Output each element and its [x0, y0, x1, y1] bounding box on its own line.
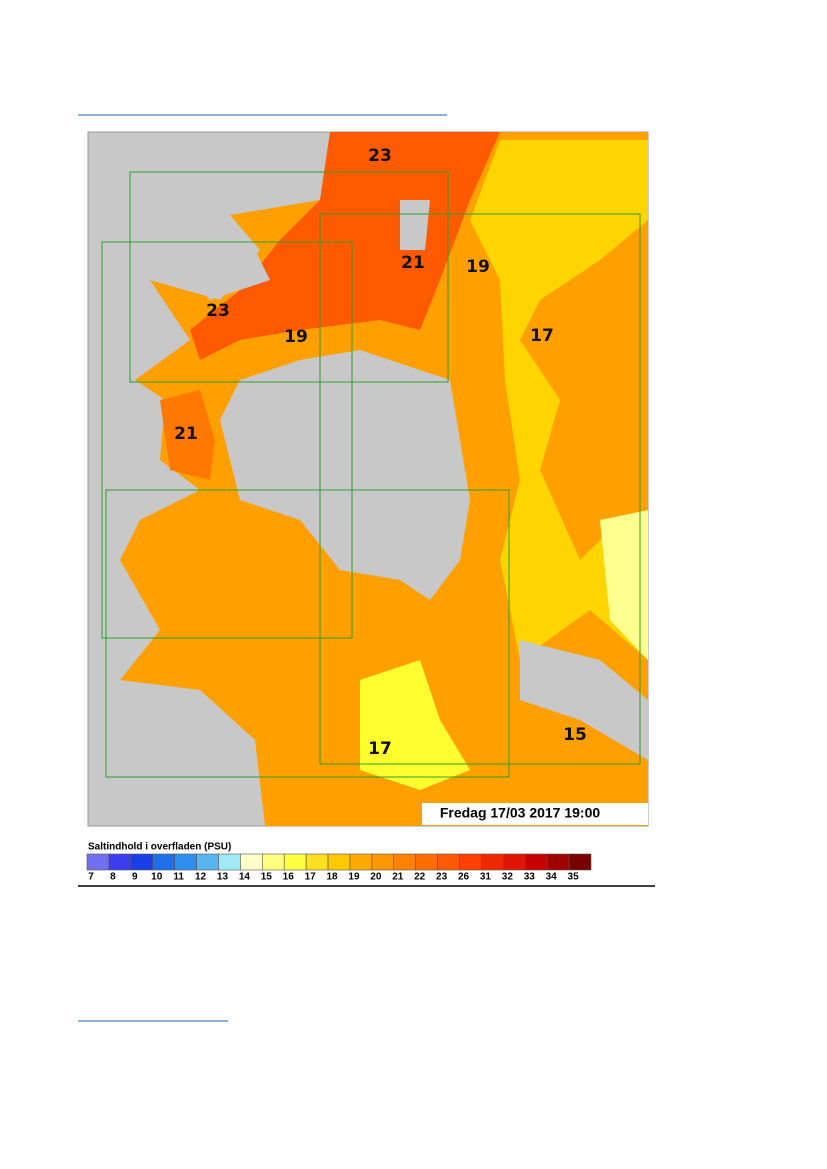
- legend-swatch: [415, 853, 438, 871]
- legend-swatch: [481, 853, 504, 871]
- legend-label: 20: [370, 872, 382, 883]
- legend-swatch: [459, 853, 482, 871]
- contour-label: 21: [401, 253, 425, 273]
- legend-label: 12: [195, 872, 207, 883]
- sea-red: [160, 390, 215, 480]
- contour-label: 23: [368, 146, 392, 166]
- contour-label: 19: [466, 257, 490, 277]
- legend-label: 15: [261, 872, 273, 883]
- legend-label: 32: [502, 872, 514, 883]
- legend-label: 16: [283, 872, 295, 883]
- legend: Saltindhold i overfladen (PSU) 7 8 9 10 11 12 1…: [86, 842, 592, 883]
- sea-pale: [600, 510, 648, 660]
- legend-label: 9: [132, 872, 138, 883]
- legend-swatch: [546, 853, 570, 871]
- legend-label: 7: [88, 872, 94, 883]
- legend-swatch: [393, 853, 416, 871]
- island: [220, 350, 470, 600]
- legend-swatch: [305, 853, 329, 871]
- timestamp: Fredag 17/03 2017 19:00: [440, 805, 601, 821]
- legend-label: 31: [480, 872, 492, 883]
- legend-label: 8: [110, 872, 116, 883]
- legend-swatch: [524, 853, 548, 871]
- legend-label: 23: [436, 872, 448, 883]
- legend-swatch: [152, 853, 175, 871]
- legend-label: 35: [568, 872, 580, 883]
- island: [520, 640, 648, 760]
- legend-swatch: [262, 853, 285, 871]
- legend-label: 10: [151, 872, 163, 883]
- legend-swatch: [283, 853, 307, 871]
- legend-label: 14: [239, 872, 251, 883]
- legend-label: 18: [326, 872, 338, 883]
- map: 23 21 19 23 19 17 21 17 15 Fredag 17/03 2017 19:0…: [80, 131, 649, 827]
- legend-label: 34: [546, 872, 558, 883]
- legend-label: 11: [173, 872, 184, 883]
- legend-swatch: [86, 853, 110, 871]
- contour-label: 17: [368, 739, 392, 759]
- grid-boxes: [101, 171, 641, 778]
- legend-label: 17: [305, 872, 317, 883]
- legend-label: 33: [524, 872, 536, 883]
- sea-yellow: [360, 660, 470, 790]
- sea-yellow: [470, 140, 648, 660]
- island: [150, 240, 270, 300]
- sea-red: [190, 132, 500, 360]
- legend-label: 19: [348, 872, 360, 883]
- contour-label: 17: [530, 326, 554, 346]
- legend-swatch: [196, 853, 219, 871]
- legend-swatch: [437, 853, 460, 871]
- contour-label: 21: [174, 424, 198, 444]
- legend-label: 22: [414, 872, 426, 883]
- legend-label: 26: [458, 872, 470, 883]
- legend-swatch: [349, 853, 373, 871]
- legend-swatch: [327, 853, 351, 871]
- legend-title: Saltindhold i overfladen (PSU): [88, 842, 231, 853]
- contour-label: 19: [284, 327, 308, 347]
- legend-label: 13: [217, 872, 229, 883]
- island: [400, 200, 430, 250]
- legend-swatch: [371, 853, 395, 871]
- legend-swatch: [174, 853, 197, 871]
- legend-swatch: [130, 853, 154, 871]
- legend-swatch: [503, 853, 526, 871]
- contour-label: 23: [206, 301, 230, 321]
- legend-swatch: [240, 853, 263, 871]
- legend-label: 21: [392, 872, 404, 883]
- contour-label: 15: [563, 725, 587, 745]
- legend-swatch: [568, 853, 592, 871]
- timestamp-box: [422, 803, 648, 825]
- legend-swatch: [108, 853, 132, 871]
- legend-swatch: [218, 853, 241, 871]
